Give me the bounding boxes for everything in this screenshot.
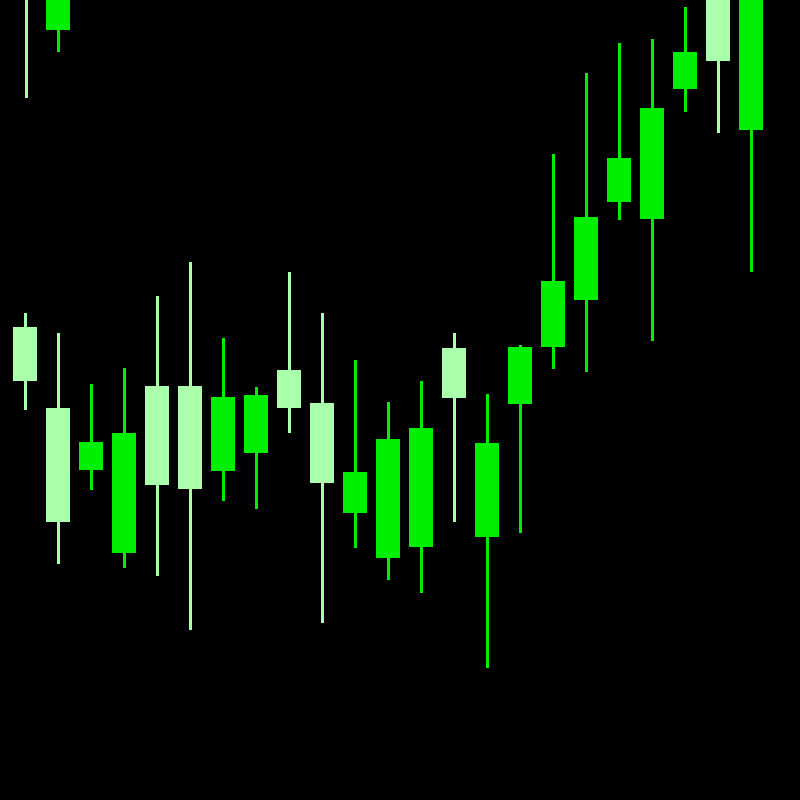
candlestick: [145, 0, 169, 800]
candlestick: [442, 0, 466, 800]
candle-wick: [24, 0, 28, 98]
candle-body: [343, 472, 367, 513]
candle-body: [607, 158, 631, 202]
candle-wick: [518, 345, 522, 533]
candlestick: [673, 0, 697, 800]
candle-body: [739, 0, 763, 130]
candle-body: [640, 108, 664, 219]
candle-body: [178, 386, 202, 489]
candle-body: [442, 348, 466, 398]
candle-body: [46, 0, 70, 30]
candlestick: [178, 0, 202, 800]
candlestick: [244, 0, 268, 800]
candle-body: [46, 408, 70, 522]
candlestick: [640, 0, 664, 800]
candle-body: [409, 428, 433, 547]
candlestick: [14, 0, 38, 800]
candle-wick: [287, 272, 291, 433]
candle-wick: [716, 0, 720, 133]
candlestick: [409, 0, 433, 800]
candle-body: [541, 281, 565, 347]
candle-wick: [452, 333, 456, 522]
candle-body: [376, 439, 400, 558]
candlestick: [541, 0, 565, 800]
candlestick: [310, 0, 334, 800]
candle-wick: [617, 43, 621, 220]
candle-body: [277, 370, 301, 408]
candlestick: [376, 0, 400, 800]
candlestick: [706, 0, 730, 800]
candle-body: [706, 0, 730, 61]
candle-body: [112, 433, 136, 553]
candlestick: [739, 0, 763, 800]
candle-body: [13, 327, 37, 381]
candlestick: [607, 0, 631, 800]
candle-body: [673, 52, 697, 89]
candle-wick: [89, 384, 93, 490]
candlestick: [112, 0, 136, 800]
candle-body: [508, 347, 532, 404]
candlestick: [343, 0, 367, 800]
candlestick: [46, 0, 70, 800]
candle-body: [211, 397, 235, 471]
candle-body: [79, 442, 103, 470]
candlestick: [79, 0, 103, 800]
candlestick: [508, 0, 532, 800]
candle-body: [145, 386, 169, 485]
candle-wick: [551, 154, 555, 369]
candle-body: [244, 395, 268, 453]
candle-body: [310, 403, 334, 483]
candlestick: [13, 0, 37, 800]
candlestick: [277, 0, 301, 800]
candlestick: [211, 0, 235, 800]
candle-body: [574, 217, 598, 300]
candlestick: [475, 0, 499, 800]
candle-body: [475, 443, 499, 537]
candlestick: [574, 0, 598, 800]
candle-wick: [749, 0, 753, 272]
candle-wick: [353, 360, 357, 548]
candlestick: [46, 0, 70, 800]
